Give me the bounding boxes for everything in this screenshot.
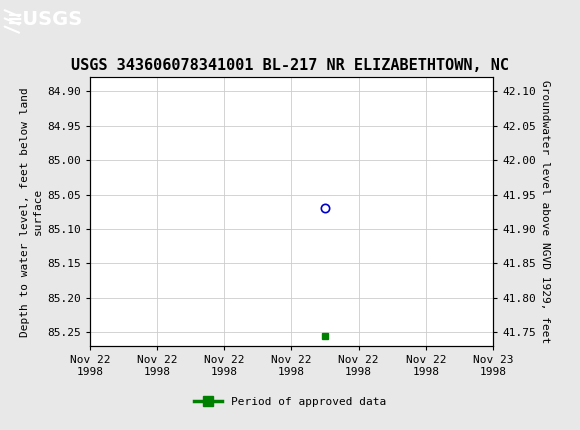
- Text: USGS 343606078341001 BL-217 NR ELIZABETHTOWN, NC: USGS 343606078341001 BL-217 NR ELIZABETH…: [71, 58, 509, 73]
- Legend: Period of approved data: Period of approved data: [190, 393, 390, 412]
- Y-axis label: Groundwater level above NGVD 1929, feet: Groundwater level above NGVD 1929, feet: [540, 80, 550, 344]
- Text: ≡USGS: ≡USGS: [7, 10, 83, 29]
- Y-axis label: Depth to water level, feet below land
surface: Depth to water level, feet below land su…: [20, 87, 43, 337]
